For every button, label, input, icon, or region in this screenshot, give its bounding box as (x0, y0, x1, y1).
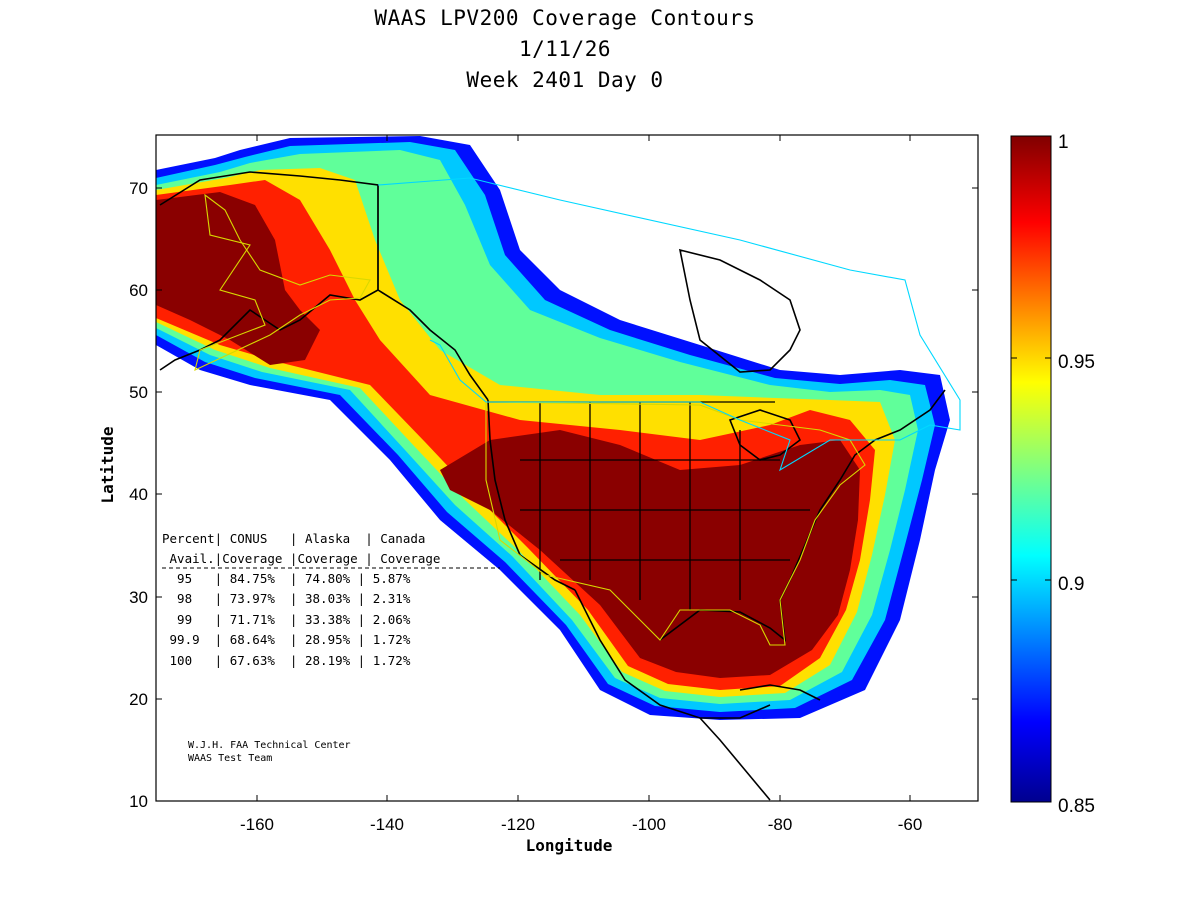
y-tick-label: 20 (129, 690, 148, 709)
x-tick-label: -80 (768, 815, 793, 834)
plot-frame (155, 134, 979, 802)
y-tick-label: 70 (129, 179, 148, 198)
x-axis-label: Longitude (526, 836, 613, 855)
y-tick-label: 50 (129, 383, 148, 402)
alaska-service-volume (194, 193, 371, 371)
y-tick-label: 10 (129, 792, 148, 811)
chart-title-line1: WAAS LPV200 Coverage Contours (374, 6, 756, 30)
hudson-bay (678, 248, 801, 373)
table-header-row1: Percent| CONUS | Alaska | Canada (162, 531, 425, 546)
colorbar-label-mid-high: 0.95 (1058, 352, 1095, 373)
great-lakes (728, 409, 802, 461)
table-row: 99.9 | 68.64% | 28.95% | 1.72% (162, 632, 411, 647)
mexico-coast (574, 589, 771, 719)
x-tick-label: -160 (240, 815, 274, 834)
colorbar-ticks (1011, 357, 1051, 581)
x-tick-label: -100 (632, 815, 666, 834)
state-grid (520, 402, 810, 610)
credit-line2: WAAS Test Team (188, 753, 272, 764)
colorbar (1010, 135, 1052, 803)
colorbar-label-min: 0.85 (1058, 796, 1095, 817)
table-row: 100 | 67.63% | 28.19% | 1.72% (162, 653, 411, 668)
y-axis-label: Latitude (98, 426, 117, 503)
cuba (739, 684, 821, 701)
x-tick-label: -140 (370, 815, 404, 834)
colorbar-label-max: 1 (1058, 132, 1069, 153)
contour-band-100-conus (440, 430, 860, 678)
y-tick-marks (156, 187, 978, 700)
alaska-coast (159, 171, 379, 371)
us-west-coast (487, 399, 576, 591)
chart-title-date: 1/11/26 (518, 37, 611, 61)
y-tick-label: 40 (129, 485, 148, 504)
colorbar-label-mid-low: 0.9 (1058, 574, 1084, 595)
central-america (699, 717, 771, 801)
canada-service-volume (377, 177, 961, 472)
y-tick-label: 30 (129, 588, 148, 607)
table-row: 95 | 84.75% | 74.80% | 5.87% (162, 571, 411, 586)
x-tick-marks (256, 135, 911, 801)
x-tick-label: -60 (898, 815, 923, 834)
service-volumes (194, 177, 961, 646)
table-header-row2: Avail.|Coverage |Coverage | Coverage (162, 551, 440, 566)
y-tick-label: 60 (129, 281, 148, 300)
canada-pacific-coast (377, 289, 489, 401)
chart-title-week: Week 2401 Day 0 (466, 68, 664, 92)
table-row: 98 | 73.97% | 38.03% | 2.31% (162, 591, 411, 606)
table-row: 99 | 71.71% | 33.38% | 2.06% (162, 612, 411, 627)
x-tick-label: -120 (501, 815, 535, 834)
conus-service-volume (485, 401, 866, 646)
credit-line1: W.J.H. FAA Technical Center (188, 740, 351, 751)
contour-band-100-alaska (156, 192, 320, 365)
